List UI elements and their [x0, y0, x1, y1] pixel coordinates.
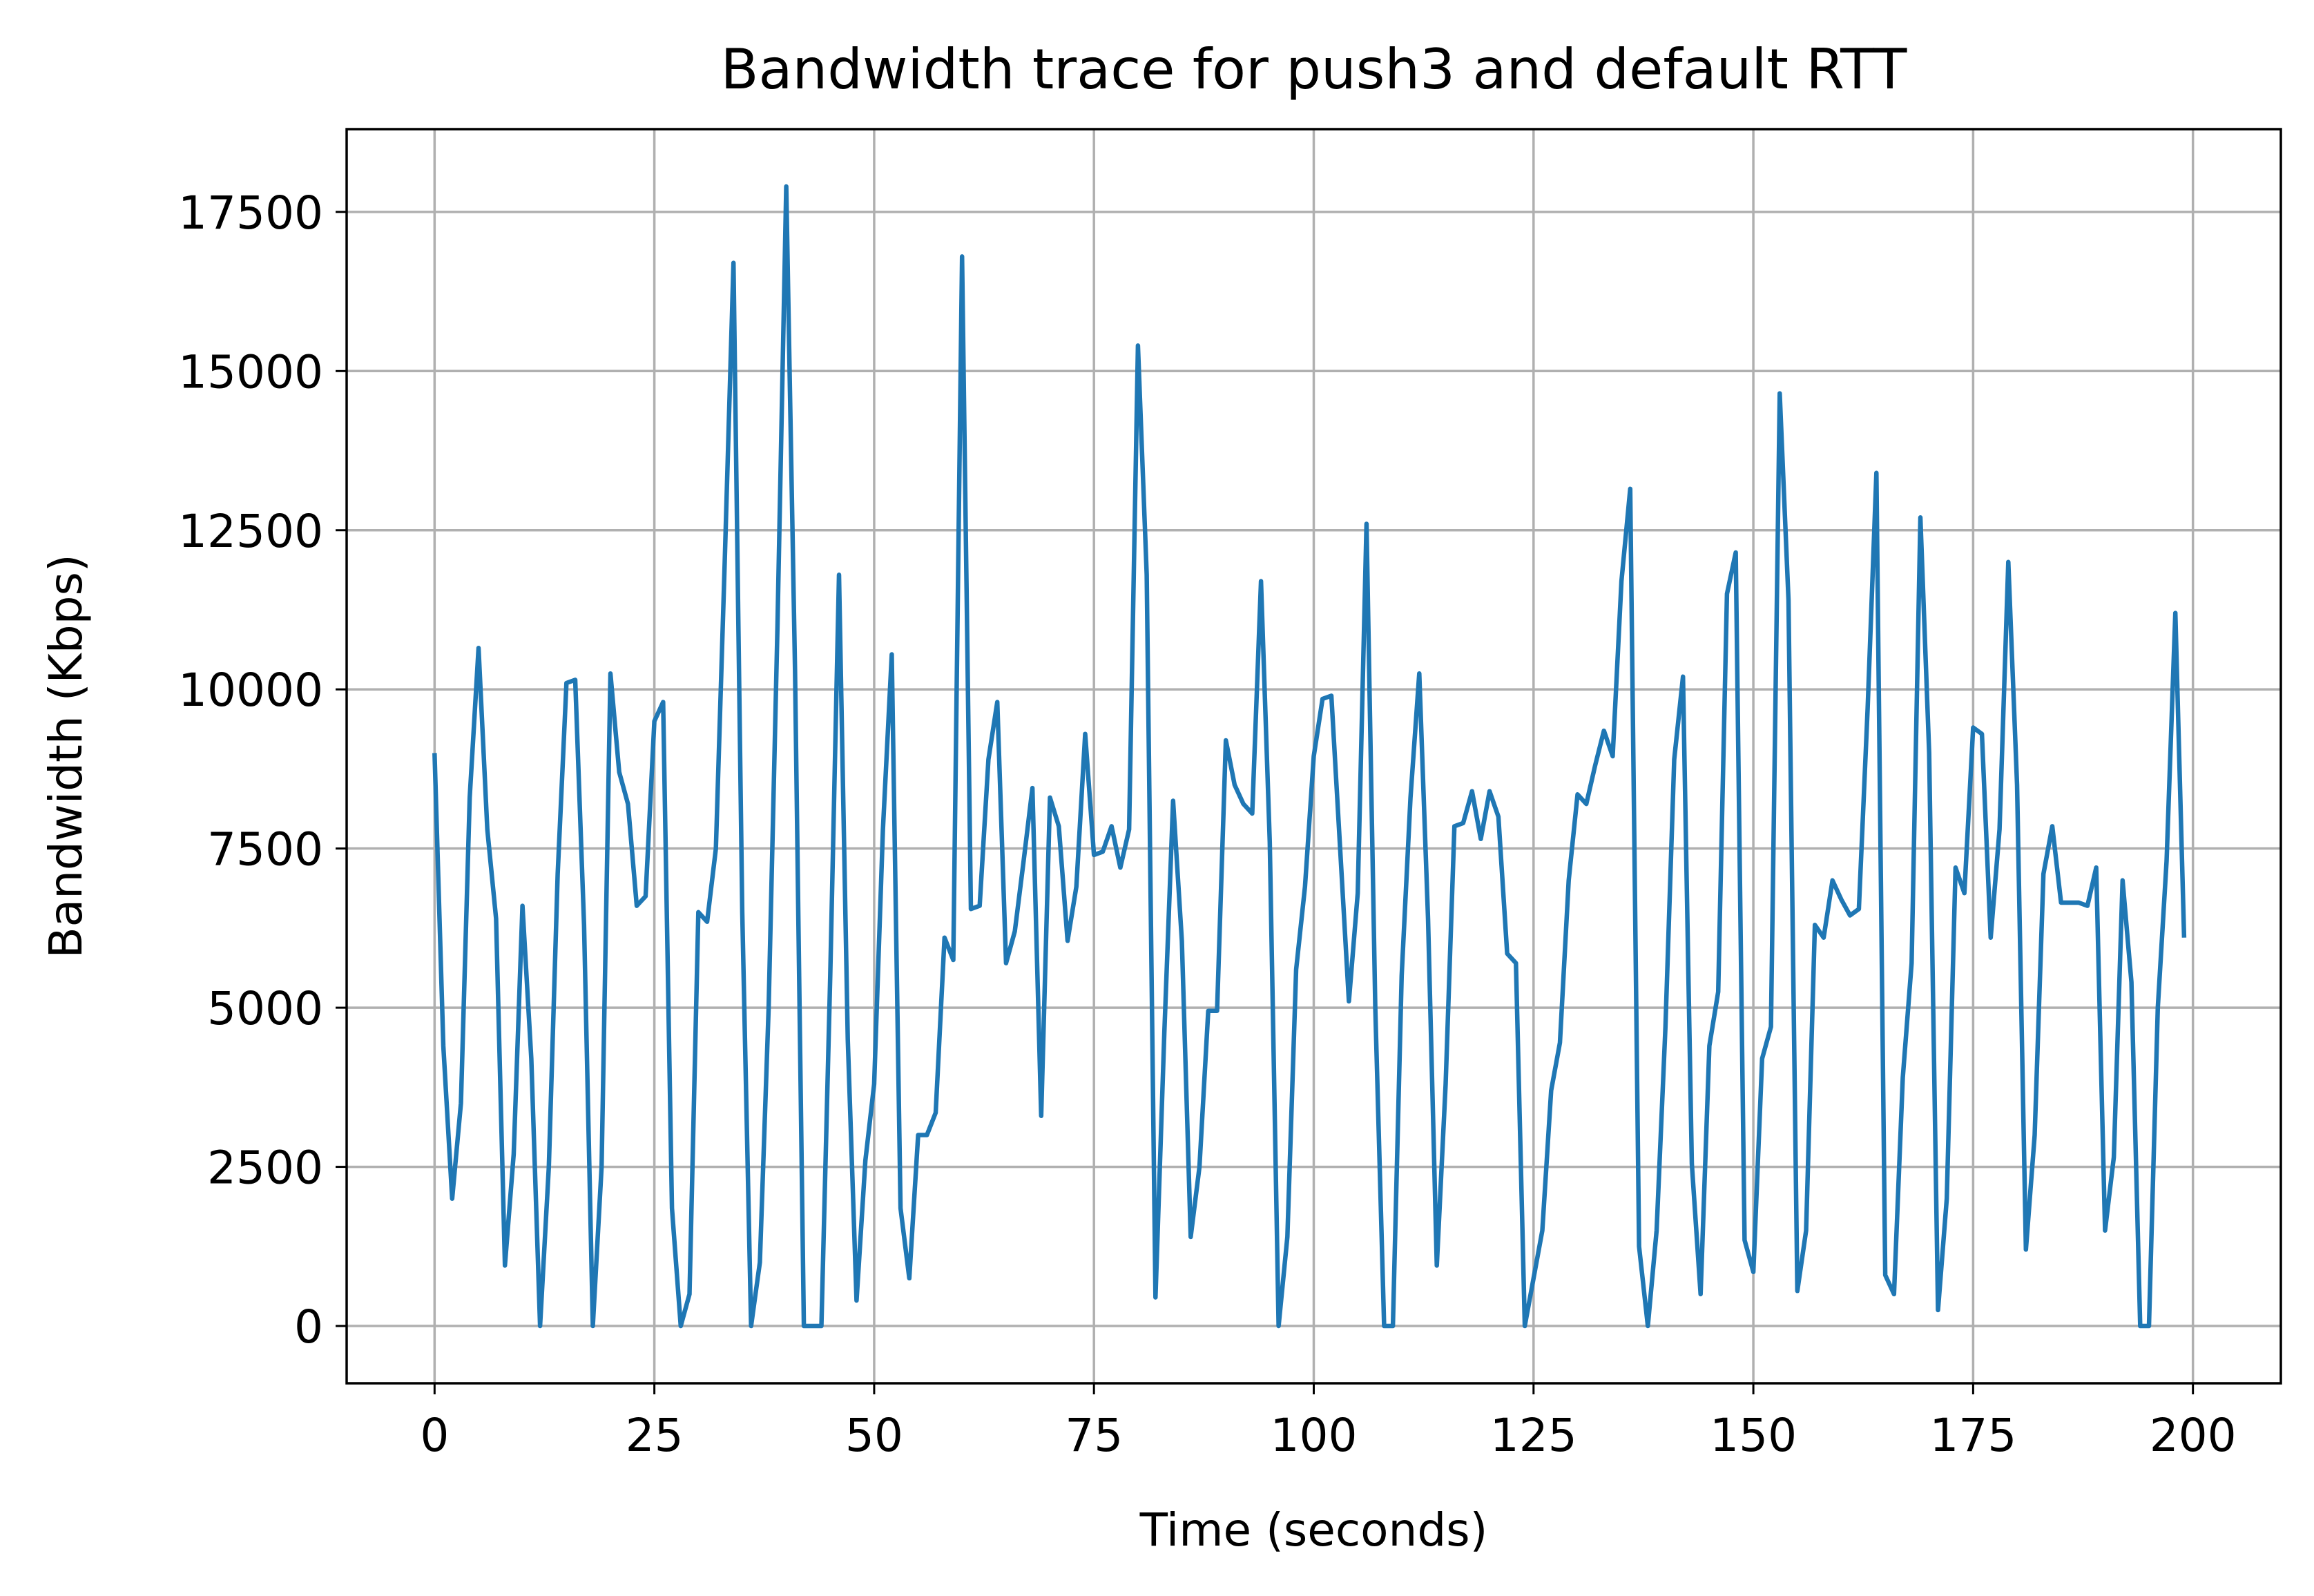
y-tick-label: 0	[294, 1300, 323, 1354]
x-tick-label: 0	[420, 1409, 449, 1462]
grid	[347, 129, 2281, 1383]
series-group	[432, 184, 2187, 1329]
y-tick-label: 7500	[207, 823, 323, 876]
series-line	[432, 184, 2187, 1329]
y-axis-ticks: 0 2500 5000 7500 10000 12500 15000 17500	[178, 186, 347, 1354]
x-tick-label: 75	[1065, 1409, 1123, 1462]
y-axis-label: Bandwidth (Kbps)	[39, 554, 93, 958]
y-tick-label: 10000	[178, 664, 323, 717]
x-tick-label: 175	[1929, 1409, 2016, 1462]
x-axis-label: Time (seconds)	[1139, 1503, 1488, 1557]
chart-title: Bandwidth trace for push3 and default RT…	[721, 37, 1908, 102]
y-tick-label: 15000	[178, 345, 323, 398]
x-axis-ticks: 0 25 50 75 100 125 150 175 200	[420, 1383, 2237, 1462]
y-tick-label: 5000	[207, 982, 323, 1035]
x-tick-label: 150	[1710, 1409, 1797, 1462]
y-tick-label: 12500	[178, 505, 323, 558]
x-tick-label: 100	[1271, 1409, 1358, 1462]
x-tick-label: 125	[1490, 1409, 1577, 1462]
x-tick-label: 25	[626, 1409, 684, 1462]
y-tick-label: 17500	[178, 186, 323, 240]
x-tick-label: 50	[845, 1409, 903, 1462]
plot-frame	[345, 128, 2282, 1385]
y-tick-label: 2500	[207, 1142, 323, 1195]
x-tick-label: 200	[2150, 1409, 2237, 1462]
